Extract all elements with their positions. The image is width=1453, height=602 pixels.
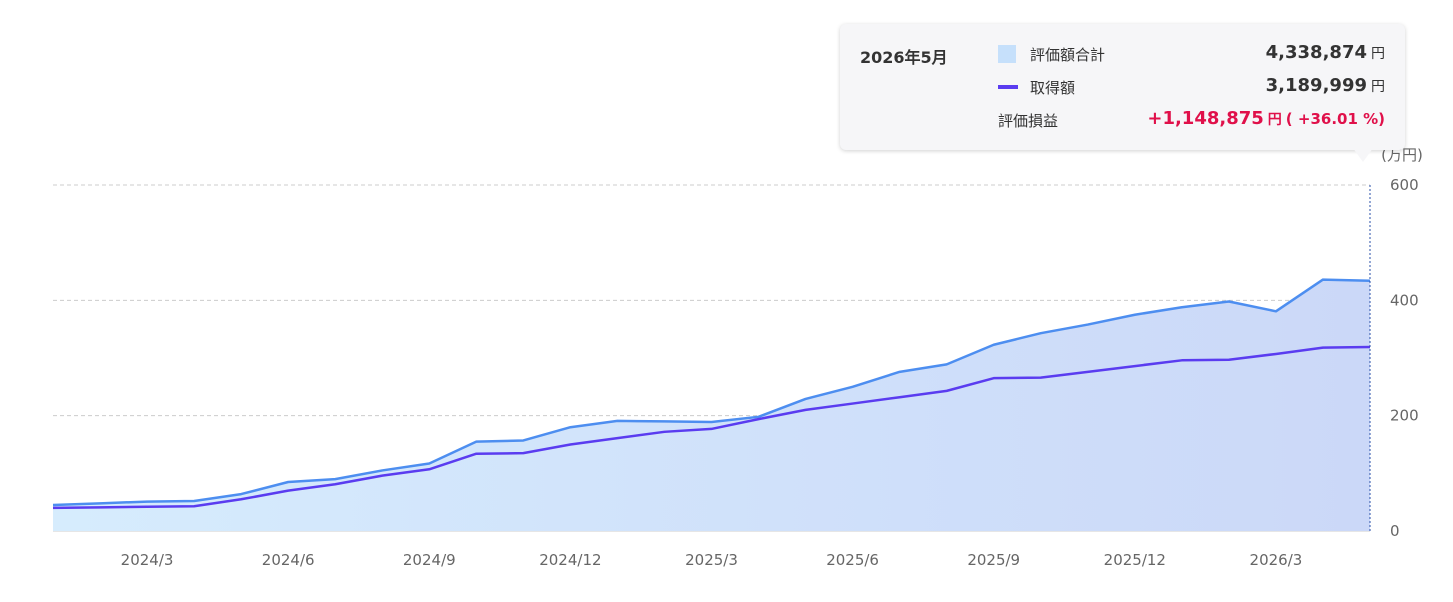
series-lines bbox=[52, 278, 1371, 510]
tooltip-profit-label: 評価損益 bbox=[998, 112, 1059, 130]
x-axis-ticks: 2024/3 2024/6 2024/9 2024/12 2025/3 2025/6 202… bbox=[121, 551, 1303, 569]
x-tick-label: 2025/6 bbox=[826, 551, 879, 569]
tooltip-profit-value: +1,148,875 bbox=[1147, 108, 1264, 129]
tooltip-cost-label: 取得額 bbox=[1030, 79, 1076, 97]
tooltip-total-label: 評価額合計 bbox=[1030, 46, 1106, 64]
tooltip-cost-unit: 円 bbox=[1371, 79, 1385, 95]
x-tick-label: 2025/9 bbox=[967, 551, 1020, 569]
x-tick-label: 2025/3 bbox=[685, 551, 738, 569]
y-axis-unit-label: (万円) bbox=[1381, 146, 1423, 164]
hover-tooltip: 2026年5月 評価額合計 4,338,874 円 取得額 3,189,999 円 … bbox=[840, 24, 1405, 150]
tooltip-cost-value: 3,189,999 bbox=[1265, 75, 1367, 96]
legend-area-swatch-icon bbox=[998, 45, 1016, 63]
y-axis-ticks: 0 200 400 600 bbox=[1390, 176, 1419, 540]
tooltip-row-total: 評価額合計 4,338,874 円 bbox=[998, 42, 1385, 66]
tooltip-total-value-wrap: 4,338,874 円 bbox=[1266, 42, 1385, 63]
legend-line-swatch-icon bbox=[998, 85, 1018, 89]
tooltip-profit-value-wrap: +1,148,875 円( +36.01 %) bbox=[1147, 108, 1385, 129]
tooltip-row-profit: 評価損益 +1,148,875 円( +36.01 %) bbox=[998, 108, 1385, 132]
tooltip-cost-value-wrap: 3,189,999 円 bbox=[1266, 75, 1385, 96]
tooltip-profit-pct: ( +36.01 %) bbox=[1285, 110, 1385, 128]
series-area-total bbox=[53, 279, 1370, 531]
series-line-cost bbox=[52, 345, 1371, 510]
x-tick-label: 2024/9 bbox=[403, 551, 456, 569]
tooltip-month: 2026年5月 bbox=[860, 48, 948, 67]
y-tick-label: 0 bbox=[1390, 522, 1400, 540]
tooltip-total-unit: 円 bbox=[1371, 46, 1385, 62]
tooltip-caret-icon bbox=[1353, 148, 1373, 162]
tooltip-profit-unit: 円 bbox=[1267, 112, 1282, 128]
tooltip-row-cost: 取得額 3,189,999 円 bbox=[998, 75, 1385, 99]
y-tick-label: 400 bbox=[1390, 291, 1419, 309]
x-tick-label: 2026/3 bbox=[1250, 551, 1303, 569]
series-line-total bbox=[52, 278, 1371, 507]
x-tick-label: 2024/3 bbox=[121, 551, 174, 569]
tooltip-total-value: 4,338,874 bbox=[1265, 42, 1367, 63]
area-fill bbox=[53, 279, 1370, 531]
x-tick-label: 2024/12 bbox=[539, 551, 601, 569]
y-tick-label: 600 bbox=[1390, 176, 1419, 194]
y-tick-label: 200 bbox=[1390, 407, 1419, 425]
x-tick-label: 2024/6 bbox=[262, 551, 315, 569]
x-tick-label: 2025/12 bbox=[1104, 551, 1166, 569]
